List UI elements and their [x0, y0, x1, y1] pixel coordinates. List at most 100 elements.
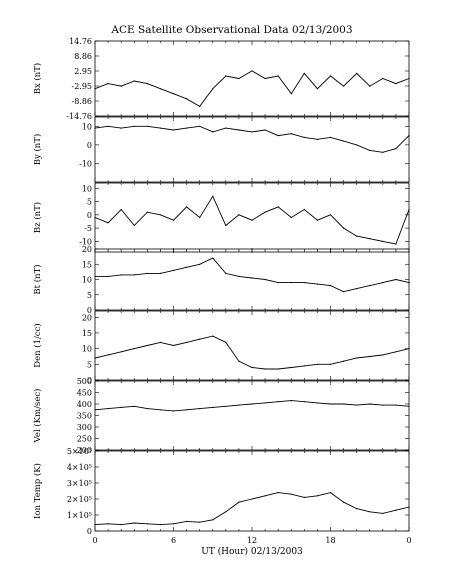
- data-point: [186, 520, 188, 523]
- data-point: [159, 272, 161, 274]
- panel-frame: [94, 450, 410, 532]
- data-point: [225, 224, 227, 227]
- data-point: [369, 403, 371, 405]
- y-tick-label: 300: [77, 423, 92, 432]
- data-point: [369, 511, 371, 513]
- data-point: [199, 521, 201, 523]
- data-point: [238, 77, 240, 80]
- data-point: [356, 357, 358, 359]
- series-line: [94, 400, 410, 412]
- data-point: [290, 282, 292, 284]
- y-tick-label: 3×10⁵: [67, 479, 92, 488]
- data-point: [264, 368, 266, 370]
- panel-frame: [94, 380, 410, 451]
- data-point: [172, 523, 175, 525]
- y-tick-label: 20: [82, 313, 92, 322]
- data-point: [212, 335, 214, 337]
- data-point: [120, 274, 122, 276]
- y-tick-label: 10: [82, 345, 92, 354]
- data-point: [107, 523, 109, 525]
- data-point: [369, 238, 371, 240]
- y-axis-label: Ion Temp (K): [32, 463, 43, 519]
- data-point: [290, 216, 292, 219]
- data-point: [238, 404, 240, 406]
- data-point: [264, 129, 266, 131]
- data-point: [146, 211, 148, 213]
- data-point: [159, 214, 161, 216]
- data-point: [159, 524, 161, 526]
- data-point: [382, 240, 384, 242]
- data-point: [408, 208, 410, 211]
- y-tick-label: 10: [82, 122, 92, 131]
- panel-3: 20 15 10 5 0 Bt (nT): [32, 245, 410, 315]
- y-tick-label: 0: [87, 306, 92, 315]
- data-point: [238, 214, 240, 216]
- data-point: [408, 506, 410, 508]
- data-point: [212, 131, 214, 133]
- data-point: [395, 148, 397, 150]
- y-axis-label: Bz (nT): [32, 202, 43, 233]
- panel-6: 5×10⁵ 4×10⁵ 3×10⁵ 2×10⁵ 1×10⁵ 0 Ion Temp (K): [32, 447, 410, 536]
- data-point: [120, 127, 122, 129]
- data-point: [107, 83, 109, 85]
- data-point: [303, 365, 305, 367]
- data-point: [172, 129, 175, 131]
- data-point: [264, 77, 266, 80]
- y-axis-label: Vel (Km/sec): [32, 389, 43, 444]
- data-point: [120, 351, 122, 353]
- data-point: [356, 144, 358, 146]
- y-tick-label: -2.95: [71, 82, 92, 91]
- y-tick-label: -10: [79, 237, 92, 246]
- data-point: [382, 282, 384, 284]
- y-tick-label: 0: [87, 527, 92, 536]
- y-tick-label: -10: [79, 159, 92, 168]
- data-point: [343, 291, 345, 293]
- data-point: [94, 275, 96, 277]
- panel-0: 14.76 8.86 2.95 -2.95 -8.86 -14.76 Bx (nT): [32, 37, 410, 121]
- data-point: [94, 357, 96, 359]
- data-point: [238, 360, 240, 362]
- data-point: [356, 288, 358, 290]
- y-tick-label: 5: [87, 360, 92, 369]
- data-point: [186, 409, 188, 411]
- y-axis-label: Bt (nT): [32, 264, 43, 294]
- data-point: [186, 98, 188, 100]
- data-point: [159, 127, 161, 129]
- y-tick-label: 4×10⁵: [67, 463, 92, 472]
- panel-1: 10 0 -10 By (nT): [32, 116, 410, 183]
- data-point: [343, 140, 345, 142]
- x-tick-label: 12: [247, 536, 257, 545]
- y-tick-label: 200: [77, 446, 92, 455]
- data-point: [146, 272, 148, 274]
- data-point: [133, 224, 135, 227]
- data-point: [199, 263, 201, 265]
- y-tick-label: 400: [77, 400, 92, 409]
- data-point: [343, 227, 345, 229]
- data-point: [316, 495, 318, 497]
- data-point: [408, 282, 410, 284]
- x-tick-label: 0: [92, 536, 97, 545]
- data-point: [382, 512, 384, 515]
- data-point: [133, 274, 135, 276]
- y-tick-label: 5: [87, 291, 92, 300]
- data-point: [395, 351, 397, 353]
- data-point: [107, 275, 109, 277]
- data-point: [277, 492, 279, 494]
- y-tick-label: 250: [77, 435, 92, 444]
- data-point: [408, 405, 410, 407]
- panel-frame: [94, 310, 410, 381]
- data-point: [146, 344, 148, 347]
- data-point: [172, 93, 175, 95]
- data-point: [316, 363, 318, 365]
- y-axis-label: Den (1/cc): [32, 323, 43, 367]
- data-point: [251, 498, 253, 500]
- series-line: [94, 125, 410, 153]
- data-point: [120, 85, 122, 87]
- data-point: [159, 409, 161, 411]
- data-point: [225, 75, 227, 77]
- x-tick-label: 6: [171, 536, 176, 545]
- y-tick-label: -5: [84, 224, 92, 233]
- data-point: [277, 282, 279, 284]
- data-point: [395, 83, 397, 85]
- data-point: [212, 88, 214, 90]
